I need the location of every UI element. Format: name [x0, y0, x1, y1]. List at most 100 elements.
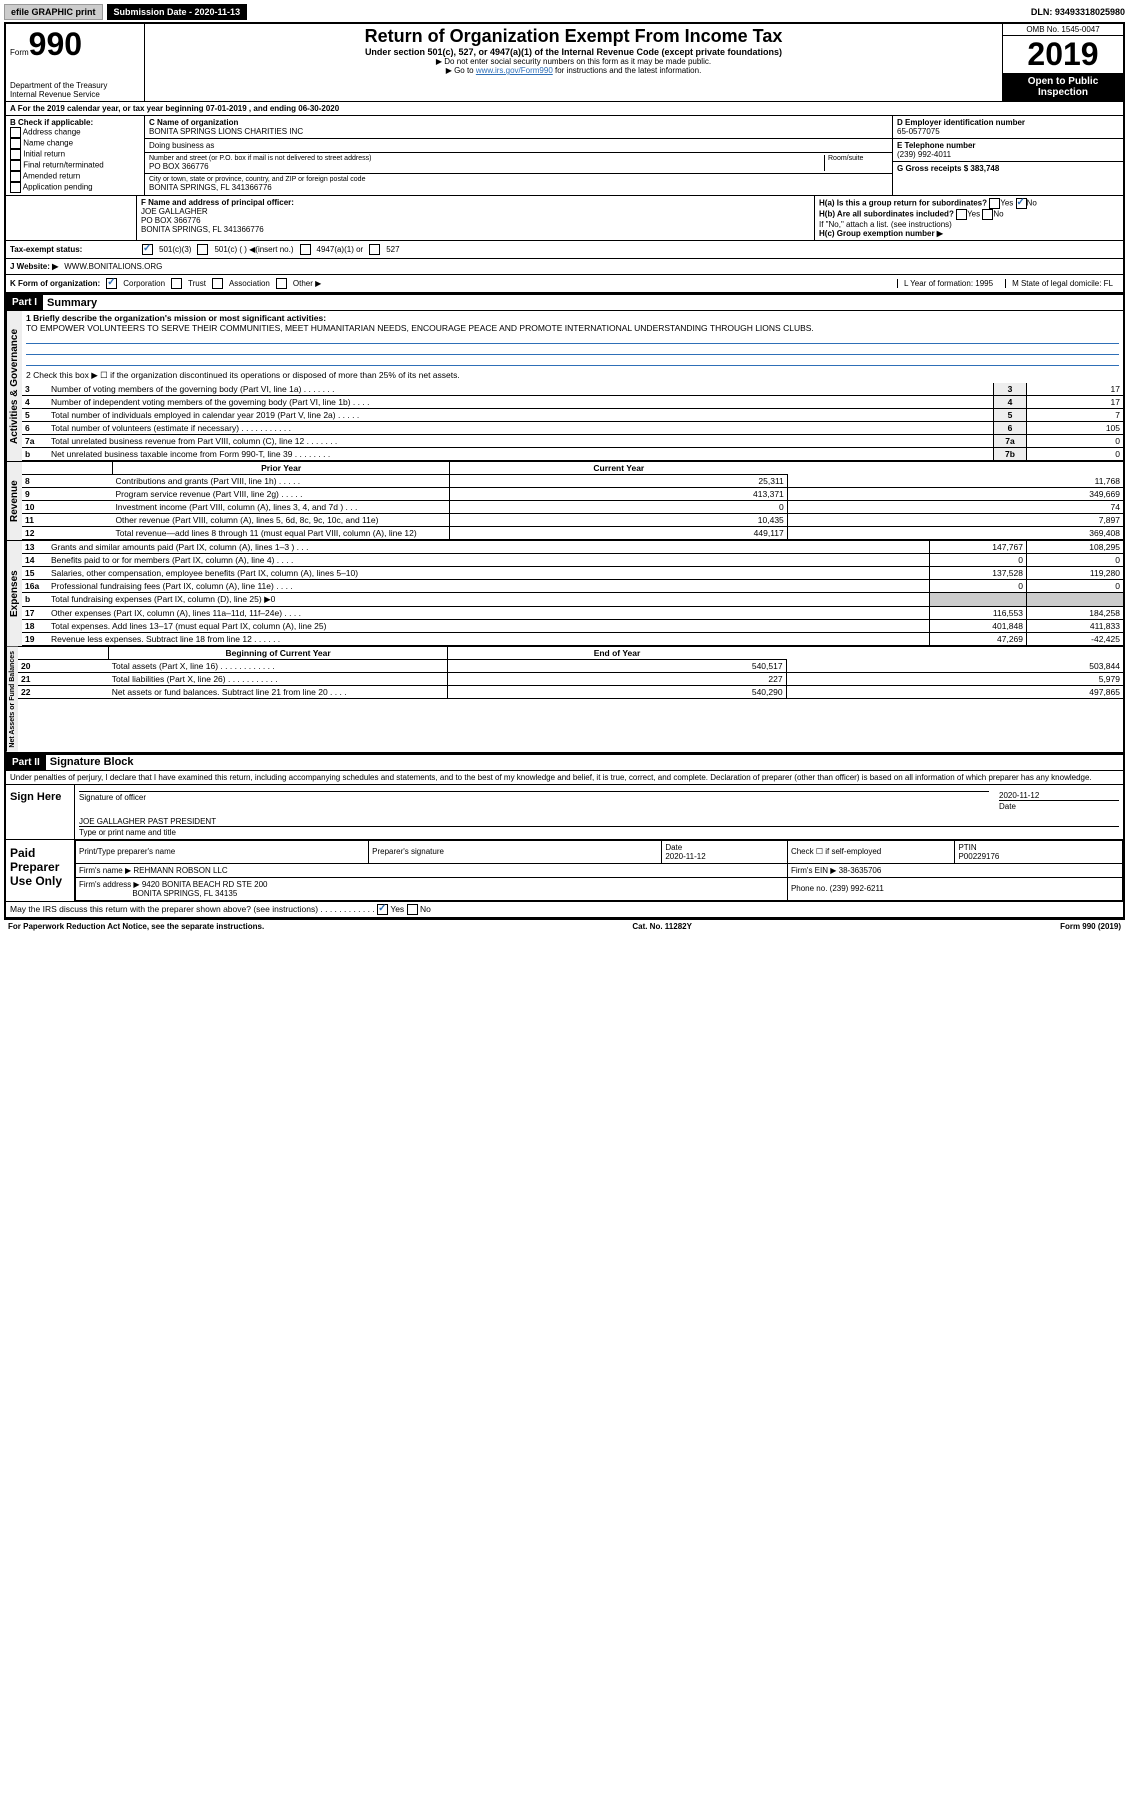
exp-row: 17Other expenses (Part IX, column (A), l…: [22, 607, 1123, 620]
phone-label: E Telephone number: [897, 141, 1119, 150]
instructions-link[interactable]: www.irs.gov/Form990: [476, 66, 553, 75]
ag-table: 3Number of voting members of the governi…: [22, 383, 1123, 461]
ha-yes-checkbox[interactable]: [989, 198, 1000, 209]
year-formation: L Year of formation: 1995: [897, 279, 999, 288]
pt-self-employed: Check ☐ if self-employed: [787, 840, 955, 863]
cat-number: Cat. No. 11282Y: [632, 922, 692, 931]
col-b-checkboxes: B Check if applicable: Address change Na…: [6, 116, 145, 195]
paid-preparer-block: Paid Preparer Use Only Print/Type prepar…: [6, 839, 1123, 901]
trust-checkbox[interactable]: [171, 278, 182, 289]
city-value: BONITA SPRINGS, FL 341366776: [149, 183, 888, 192]
initial-return-checkbox[interactable]: [10, 149, 21, 160]
firm-name-value: REHMANN ROBSON LLC: [133, 866, 227, 875]
tax-exempt-row: Tax-exempt status: 501(c)(3) 501(c) ( ) …: [6, 241, 1123, 259]
527-checkbox[interactable]: [369, 244, 380, 255]
phone-value: (239) 992-4011: [897, 150, 1119, 159]
website-value: WWW.BONITALIONS.ORG: [64, 262, 162, 271]
address-label: Number and street (or P.O. box if mail i…: [149, 155, 824, 162]
activities-governance-block: Activities & Governance 1 Briefly descri…: [6, 311, 1123, 462]
q2-label: 2 Check this box ▶ ☐ if the organization…: [22, 368, 1123, 383]
exp-row: 18Total expenses. Add lines 13–17 (must …: [22, 620, 1123, 633]
hb-yes-checkbox[interactable]: [956, 209, 967, 220]
501c-checkbox[interactable]: [197, 244, 208, 255]
exp-row: 13Grants and similar amounts paid (Part …: [22, 541, 1123, 554]
exp-row: 15Salaries, other compensation, employee…: [22, 567, 1123, 580]
officer-addr1: PO BOX 366776: [141, 216, 810, 225]
address-value: PO BOX 366776: [149, 162, 824, 171]
form-container: Form990 Department of the Treasury Inter…: [4, 22, 1125, 919]
other-checkbox[interactable]: [276, 278, 287, 289]
pt-name-label: Print/Type preparer's name: [76, 840, 369, 863]
dba-label: Doing business as: [145, 139, 892, 153]
ein-label: D Employer identification number: [897, 118, 1119, 127]
vlabel-exp: Expenses: [6, 541, 22, 646]
eoy-header: End of Year: [447, 647, 786, 660]
current-year-header: Current Year: [450, 462, 787, 475]
pt-date-label: Date: [665, 843, 682, 852]
revenue-block: Revenue Prior Year Current Year 8Contrib…: [6, 462, 1123, 541]
net-assets-block: Net Assets or Fund Balances Beginning of…: [6, 647, 1123, 753]
submission-date-button[interactable]: Submission Date - 2020-11-13: [107, 4, 248, 20]
gross-receipts: G Gross receipts $ 383,748: [893, 162, 1123, 175]
ag-row: 4Number of independent voting members of…: [22, 396, 1123, 409]
hb-label: H(b) Are all subordinates included?: [819, 210, 954, 219]
officer-group-row: F Name and address of principal officer:…: [6, 196, 1123, 241]
officer-addr2: BONITA SPRINGS, FL 341366776: [141, 225, 810, 234]
vlabel-ag: Activities & Governance: [6, 311, 22, 461]
part1-header: Part I: [6, 295, 43, 310]
form-subtitle: Under section 501(c), 527, or 4947(a)(1)…: [151, 47, 996, 57]
pra-notice: For Paperwork Reduction Act Notice, see …: [8, 922, 264, 931]
declaration-text: Under penalties of perjury, I declare th…: [6, 771, 1123, 784]
org-name: BONITA SPRINGS LIONS CHARITIES INC: [149, 127, 888, 136]
website-row: J Website: ▶ WWW.BONITALIONS.ORG: [6, 259, 1123, 275]
firm-phone-label: Phone no.: [791, 884, 827, 893]
firm-addr1: 9420 BONITA BEACH RD STE 200: [142, 880, 268, 889]
open-public-badge: Open to Public Inspection: [1003, 73, 1123, 101]
ha-label: H(a) Is this a group return for subordin…: [819, 199, 987, 208]
pt-date-value: 2020-11-12: [665, 852, 705, 861]
net-row: 20Total assets (Part X, line 16) . . . .…: [18, 660, 1123, 673]
top-bar: efile GRAPHIC print Submission Date - 20…: [4, 4, 1125, 20]
boy-header: Beginning of Current Year: [109, 647, 448, 660]
form-word: Form: [10, 48, 29, 57]
firm-ein-label: Firm's EIN ▶: [791, 866, 836, 875]
4947-checkbox[interactable]: [300, 244, 311, 255]
room-suite-label: Room/suite: [824, 155, 888, 171]
sig-date-label: Date: [999, 802, 1016, 811]
exp-row: 19Revenue less expenses. Subtract line 1…: [22, 633, 1123, 646]
discuss-yes-checkbox[interactable]: [377, 904, 388, 915]
corp-checkbox[interactable]: [106, 278, 117, 289]
application-pending-checkbox[interactable]: [10, 182, 21, 193]
form-title: Return of Organization Exempt From Incom…: [151, 26, 996, 47]
exp-row: bTotal fundraising expenses (Part IX, co…: [22, 593, 1123, 607]
rev-row: 10Investment income (Part VIII, column (…: [22, 501, 1123, 514]
firm-ein-value: 38-3635706: [839, 866, 882, 875]
address-change-checkbox[interactable]: [10, 127, 21, 138]
ag-row: 6Total number of volunteers (estimate if…: [22, 422, 1123, 435]
501c3-checkbox[interactable]: [142, 244, 153, 255]
ag-row: 5Total number of individuals employed in…: [22, 409, 1123, 422]
korg-label: K Form of organization:: [10, 279, 100, 288]
name-change-checkbox[interactable]: [10, 138, 21, 149]
assoc-checkbox[interactable]: [212, 278, 223, 289]
paid-preparer-label: Paid Preparer Use Only: [6, 840, 75, 901]
mission-text: TO EMPOWER VOLUNTEERS TO SERVE THEIR COM…: [26, 323, 1119, 333]
hb-no-checkbox[interactable]: [982, 209, 993, 220]
efile-button[interactable]: efile GRAPHIC print: [4, 4, 103, 20]
rev-table: Prior Year Current Year 8Contributions a…: [22, 462, 1123, 540]
amended-return-checkbox[interactable]: [10, 171, 21, 182]
rev-row: 11Other revenue (Part VIII, column (A), …: [22, 514, 1123, 527]
ssn-note: ▶ Do not enter social security numbers o…: [151, 57, 996, 66]
firm-addr2: BONITA SPRINGS, FL 34135: [132, 889, 237, 898]
ha-no-checkbox[interactable]: [1016, 198, 1027, 209]
tax-year: 2019: [1003, 36, 1123, 73]
final-return-checkbox[interactable]: [10, 160, 21, 171]
city-label: City or town, state or province, country…: [149, 176, 888, 183]
sign-here-label: Sign Here: [6, 785, 75, 839]
discuss-text: May the IRS discuss this return with the…: [10, 904, 375, 914]
exp-table: 13Grants and similar amounts paid (Part …: [22, 541, 1123, 646]
vlabel-rev: Revenue: [6, 462, 22, 540]
rev-row: 8Contributions and grants (Part VIII, li…: [22, 475, 1123, 488]
discuss-no-checkbox[interactable]: [407, 904, 418, 915]
ag-row: bNet unrelated business taxable income f…: [22, 448, 1123, 461]
